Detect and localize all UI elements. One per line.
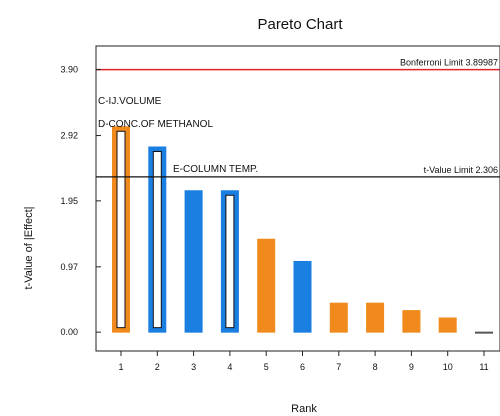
y-axis-ticks: 0.00 0.97 1.95 2.92 3.90 xyxy=(60,65,101,337)
effect-annotation-3: E-COLUMN TEMP. xyxy=(173,164,258,175)
bar-rank-6 xyxy=(293,260,312,333)
y-tick-label: 0.00 xyxy=(60,327,78,337)
x-tick-label: 2 xyxy=(155,362,160,372)
effect-annotation-1: C-IJ.VOLUME xyxy=(98,96,162,107)
bar-rank-3 xyxy=(184,190,203,333)
bar-rank-1-hollow-core xyxy=(116,130,126,329)
x-axis-ticks: 1 2 3 4 5 6 7 8 9 10 11 xyxy=(118,351,489,372)
bar-rank-2-hollow-core xyxy=(152,150,162,329)
x-tick-label: 4 xyxy=(227,362,232,372)
bar-rank-10 xyxy=(438,317,457,333)
bars-group xyxy=(112,126,493,334)
bar-rank-9 xyxy=(402,310,421,333)
chart-title: Pareto Chart xyxy=(257,16,343,33)
x-tick-label: 7 xyxy=(336,362,341,372)
bar-rank-5 xyxy=(257,238,276,333)
bar-rank-7 xyxy=(329,302,348,333)
y-axis-label: t-Value of |Effect| xyxy=(23,207,35,290)
y-tick-label: 3.90 xyxy=(60,65,78,75)
x-tick-label: 6 xyxy=(300,362,305,372)
bar-rank-11 xyxy=(475,331,493,334)
effect-annotation-2: D-CONC.OF METHANOL xyxy=(98,119,213,130)
x-axis-label: Rank xyxy=(291,403,317,415)
bar-rank-4-hollow-core xyxy=(225,194,235,329)
limit-lines-group: Bonferroni Limit 3.89987 t-Value Limit 2.… xyxy=(96,58,500,178)
plot-area-frame xyxy=(95,45,500,352)
bar-rank-8 xyxy=(366,302,385,333)
t-value-limit-label: t-Value Limit 2.306 xyxy=(424,165,498,175)
x-tick-label: 3 xyxy=(191,362,196,372)
annotations-group: C-IJ.VOLUME D-CONC.OF METHANOL E-COLUMN TE… xyxy=(98,96,258,175)
y-tick-label: 0.97 xyxy=(60,262,78,272)
bonferroni-limit-label: Bonferroni Limit 3.89987 xyxy=(400,58,498,68)
x-tick-label: 5 xyxy=(264,362,269,372)
x-tick-label: 11 xyxy=(479,362,488,372)
x-tick-label: 9 xyxy=(409,362,414,372)
y-tick-label: 2.92 xyxy=(60,131,78,141)
x-tick-label: 10 xyxy=(443,362,453,372)
x-tick-label: 1 xyxy=(118,362,123,372)
x-tick-label: 8 xyxy=(373,362,378,372)
y-tick-label: 1.95 xyxy=(60,196,78,206)
